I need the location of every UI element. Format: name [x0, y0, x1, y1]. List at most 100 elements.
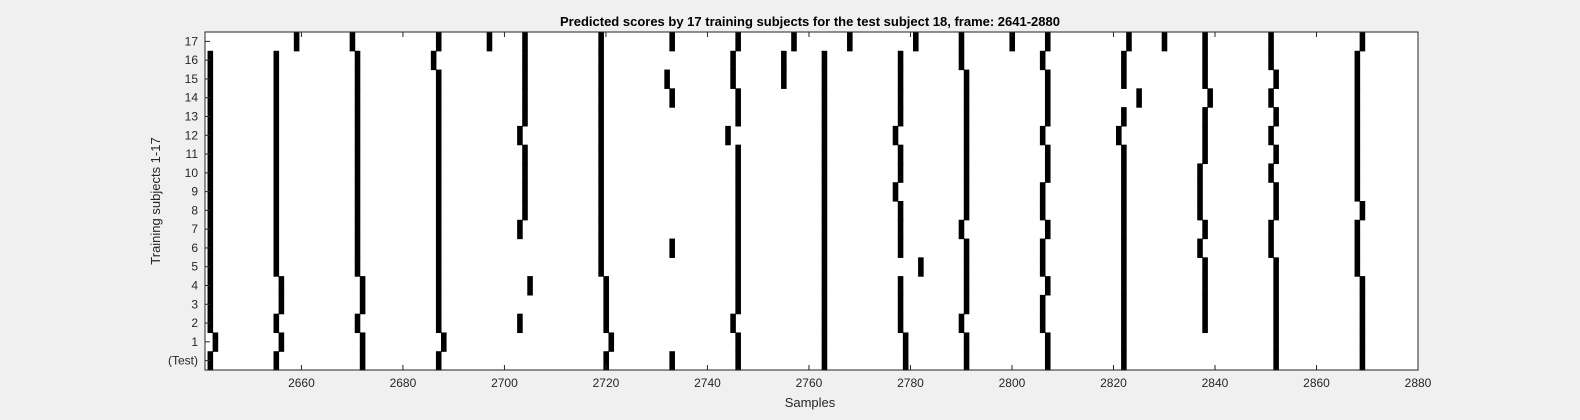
- mark-row-9-10: [1039, 182, 1046, 202]
- mark-row-15-12: [1044, 69, 1051, 89]
- mark-row-3-12: [1273, 294, 1279, 315]
- mark-row-test-4: [603, 351, 609, 371]
- mark-row-16-6: [730, 50, 736, 71]
- mark-row-2-0: [207, 313, 214, 334]
- mark-row-12-4: [517, 125, 523, 146]
- mark-row-test-12: [1273, 351, 1279, 371]
- mark-row-13-0: [207, 107, 214, 127]
- mark-row-14-7: [735, 88, 741, 108]
- mark-row-9-7: [821, 182, 828, 202]
- mark-row-16-7: [781, 50, 787, 71]
- mark-row-12-11: [1116, 125, 1122, 146]
- mark-row-16-13: [1202, 50, 1208, 71]
- mark-row-11-1: [273, 144, 280, 165]
- mark-row-5-6: [821, 257, 828, 277]
- mark-row-17-12: [1009, 32, 1016, 52]
- mark-row-10-14: [1354, 163, 1361, 183]
- mark-row-3-6: [821, 294, 828, 315]
- mark-row-1-5: [735, 332, 741, 352]
- mark-row-17-18: [1359, 32, 1366, 52]
- x-tick-label-2660: 2660: [288, 376, 315, 390]
- mark-row-2-5: [603, 313, 609, 334]
- mark-row-5-10: [1121, 257, 1127, 277]
- mark-row-5-13: [1354, 257, 1361, 277]
- x-tick-label-2760: 2760: [796, 376, 823, 390]
- mark-row-5-5: [735, 257, 741, 277]
- mark-row-6-14: [1354, 238, 1361, 258]
- mark-row-14-10: [963, 88, 970, 108]
- mark-row-6-6: [735, 238, 741, 258]
- mark-row-test-6: [735, 351, 741, 371]
- mark-row-10-10: [1044, 163, 1051, 183]
- mark-row-2-14: [1359, 313, 1366, 334]
- mark-row-14-1: [273, 88, 280, 108]
- mark-row-16-4: [522, 50, 528, 71]
- mark-row-11-14: [1354, 144, 1361, 165]
- mark-row-12-5: [598, 125, 604, 146]
- mark-row-9-2: [354, 182, 361, 202]
- mark-row-test-0: [207, 351, 214, 371]
- mark-row-16-2: [354, 50, 361, 71]
- mark-row-11-4: [522, 144, 528, 165]
- mark-row-15-7: [730, 69, 736, 89]
- mark-row-5-4: [598, 257, 604, 277]
- mark-row-8-13: [1273, 201, 1279, 221]
- mark-row-6-11: [1121, 238, 1127, 258]
- y-tick-label-2: 2: [191, 316, 198, 330]
- mark-row-6-3: [435, 238, 442, 258]
- mark-row-5-1: [273, 257, 280, 277]
- mark-row-13-1: [273, 107, 280, 127]
- mark-row-2-10: [1039, 313, 1046, 334]
- mark-row-7-3: [435, 219, 442, 240]
- x-tick-label-2880: 2880: [1405, 376, 1432, 390]
- mark-row-8-12: [1197, 201, 1203, 221]
- mark-row-6-4: [598, 238, 604, 258]
- mark-row-13-8: [897, 107, 904, 127]
- mark-row-9-5: [598, 182, 604, 202]
- mark-row-7-4: [517, 219, 523, 240]
- mark-row-14-13: [1207, 88, 1213, 108]
- mark-row-14-0: [207, 88, 214, 108]
- mark-row-9-6: [735, 182, 741, 202]
- mark-row-7-11: [1121, 219, 1127, 240]
- mark-row-12-1: [273, 125, 280, 146]
- mark-row-17-0: [293, 32, 300, 52]
- mark-row-test-8: [902, 351, 909, 371]
- mark-row-4-4: [527, 276, 533, 296]
- mark-row-11-12: [1202, 144, 1208, 165]
- mark-row-10-5: [598, 163, 604, 183]
- mark-row-3-9: [1039, 294, 1046, 315]
- mark-row-13-11: [1121, 107, 1127, 127]
- mark-row-15-5: [598, 69, 604, 89]
- mark-row-8-3: [435, 201, 442, 221]
- y-tick-label-3: 3: [191, 297, 198, 311]
- mark-row-6-9: [963, 238, 970, 258]
- mark-row-1-2: [359, 332, 366, 352]
- x-tick-label-2700: 2700: [491, 376, 518, 390]
- mark-row-7-14: [1354, 219, 1361, 240]
- mark-row-10-11: [1121, 163, 1127, 183]
- chart-title: Predicted scores by 17 training subjects…: [560, 14, 1060, 29]
- mark-row-15-6: [664, 69, 670, 89]
- mark-row-14-5: [598, 88, 604, 108]
- mark-row-3-8: [963, 294, 970, 315]
- mark-row-17-10: [913, 32, 919, 52]
- y-tick-label-16: 16: [185, 53, 199, 67]
- mark-row-15-14: [1202, 69, 1208, 89]
- mark-row-14-2: [354, 88, 361, 108]
- mark-row-17-6: [669, 32, 675, 52]
- mark-row-17-5: [598, 32, 604, 52]
- mark-row-17-4: [522, 32, 528, 52]
- x-axis-label: Samples: [785, 395, 836, 410]
- mark-row-5-3: [435, 257, 442, 277]
- mark-row-8-9: [963, 201, 970, 221]
- mark-row-17-3: [486, 32, 493, 52]
- mark-row-11-8: [897, 144, 904, 165]
- x-tick-label-2780: 2780: [897, 376, 924, 390]
- mark-row-10-3: [435, 163, 442, 183]
- mark-row-9-3: [435, 182, 442, 202]
- mark-row-test-7: [821, 351, 828, 371]
- mark-row-1-9: [1044, 332, 1051, 352]
- mark-row-6-1: [273, 238, 280, 258]
- x-tick-label-2840: 2840: [1202, 376, 1229, 390]
